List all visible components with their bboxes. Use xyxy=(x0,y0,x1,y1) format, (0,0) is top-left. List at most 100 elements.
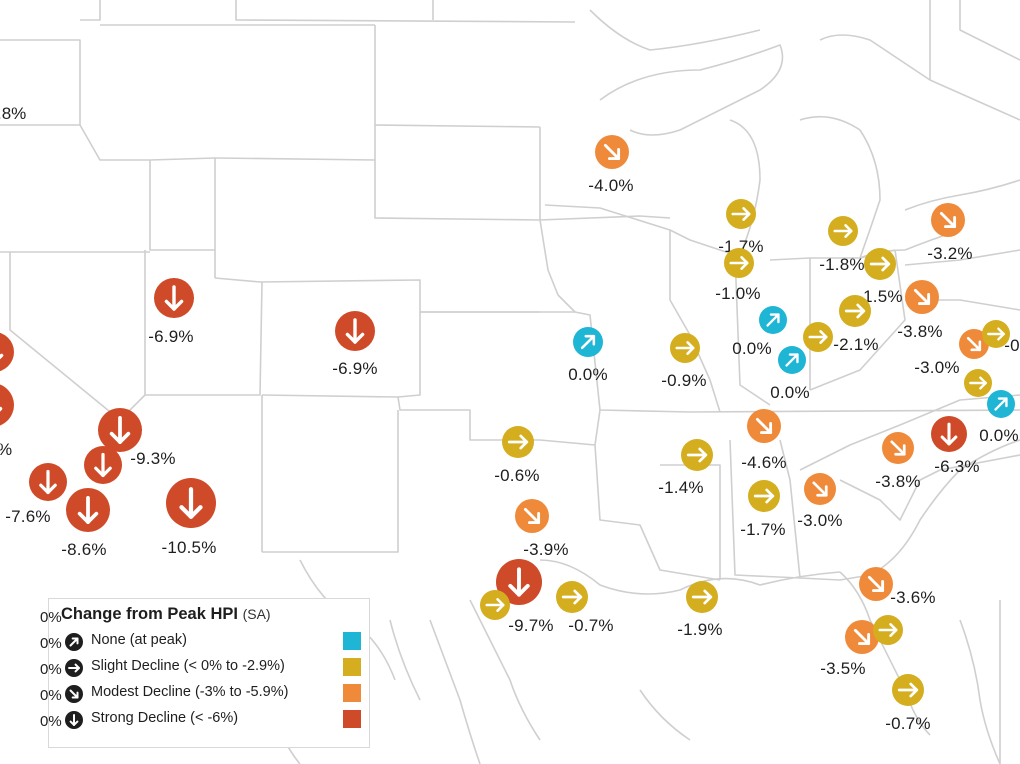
hpi-marker-in-north[interactable] xyxy=(724,248,754,278)
hpi-marker-fl-orl[interactable] xyxy=(873,615,903,645)
hpi-value-label: -3.0% xyxy=(914,358,960,377)
hpi-marker-tx-dfw[interactable] xyxy=(515,499,549,533)
hpi-marker-ar[interactable] xyxy=(681,439,713,471)
arrow-right-icon xyxy=(864,248,896,280)
hpi-value-label: -0.6% xyxy=(494,466,540,485)
hpi-marker-va[interactable] xyxy=(987,390,1015,418)
hpi-value-label: -1.8% xyxy=(819,255,865,274)
arrow-right-icon xyxy=(892,674,924,706)
hpi-marker-md[interactable] xyxy=(959,329,989,359)
hpi-marker-al[interactable] xyxy=(748,480,780,512)
hpi-value-label: 0.0% xyxy=(770,383,810,402)
arrow-right-icon xyxy=(839,295,871,327)
hpi-marker-fl-mia[interactable] xyxy=(892,674,924,706)
hpi-marker-tx-hou[interactable] xyxy=(556,581,588,613)
hpi-marker-ut[interactable] xyxy=(154,278,194,318)
arrow-right-icon xyxy=(65,659,83,682)
arrow-down-icon xyxy=(166,478,216,528)
arrow-right-icon xyxy=(726,199,756,229)
legend-swatch-slight xyxy=(343,658,361,676)
hpi-marker-mo-kc[interactable] xyxy=(573,327,603,357)
hpi-value-label: -1.9% xyxy=(677,620,723,639)
hpi-value-label: -2.1% xyxy=(833,335,879,354)
hpi-marker-la[interactable] xyxy=(686,581,718,613)
arrow-down-icon xyxy=(931,416,967,452)
hpi-marker-pa[interactable] xyxy=(905,280,939,314)
clipped-value-label: % xyxy=(0,440,12,460)
hpi-marker-fl-tpa[interactable] xyxy=(845,620,879,654)
hpi-marker-ky[interactable] xyxy=(778,346,806,374)
arrow-up-right-icon xyxy=(778,346,806,374)
hpi-marker-ok[interactable] xyxy=(502,426,534,458)
arrow-down-icon xyxy=(98,408,142,452)
legend-left-value: 0% xyxy=(40,635,62,652)
hpi-marker-in-indy[interactable] xyxy=(759,306,787,334)
hpi-value-label: -0.9% xyxy=(661,371,707,390)
hpi-value-label: -1.4% xyxy=(658,478,704,497)
arrow-down-right-icon xyxy=(595,135,629,169)
hpi-marker-az-phx[interactable] xyxy=(66,488,110,532)
arrow-right-icon xyxy=(873,615,903,645)
hpi-value-label: -3.8% xyxy=(875,472,921,491)
arrow-up-right-icon xyxy=(65,633,83,656)
hpi-value-label: -1.7% xyxy=(740,520,786,539)
legend-title: Change from Peak HPI (SA) xyxy=(61,605,271,624)
hpi-value-label: 0.0% xyxy=(979,426,1019,445)
arrow-right-icon xyxy=(803,322,833,352)
hpi-marker-oh-north[interactable] xyxy=(864,248,896,280)
hpi-value-label: -0.7% xyxy=(568,616,614,635)
hpi-marker-tx-sa[interactable] xyxy=(480,590,510,620)
arrow-down-icon xyxy=(335,311,375,351)
hpi-marker-tx-aus[interactable] xyxy=(496,559,542,605)
hpi-value-label: -4.0% xyxy=(588,176,634,195)
hpi-marker-wi[interactable] xyxy=(595,135,629,169)
arrow-right-icon xyxy=(964,369,992,397)
legend-left-value: 0% xyxy=(40,713,62,730)
hpi-marker-oh-cin[interactable] xyxy=(803,322,833,352)
hpi-value-label: -7.6% xyxy=(5,507,51,526)
hpi-value-label: -3.9% xyxy=(523,540,569,559)
hpi-marker-ga-atl[interactable] xyxy=(804,473,836,505)
arrow-up-right-icon xyxy=(573,327,603,357)
arrow-down-right-icon xyxy=(65,685,83,708)
hpi-value-label: -9.3% xyxy=(130,449,176,468)
hpi-marker-co[interactable] xyxy=(335,311,375,351)
hpi-marker-az-north[interactable] xyxy=(84,446,122,484)
hpi-value-label: -3.6% xyxy=(890,588,936,607)
hpi-marker-oh-central[interactable] xyxy=(839,295,871,327)
legend-item-label: Slight Decline (< 0% to -2.9%) xyxy=(91,658,285,674)
hpi-value-label: -3.5% xyxy=(820,659,866,678)
hpi-marker-ca-edge2[interactable] xyxy=(0,383,14,427)
hpi-value-label: -4.6% xyxy=(741,453,787,472)
arrow-right-icon xyxy=(502,426,534,458)
hpi-value-label: -3.0% xyxy=(797,511,843,530)
hpi-marker-mi-east[interactable] xyxy=(828,216,858,246)
legend-item-label: Strong Decline (< -6%) xyxy=(91,710,239,726)
legend-item-none: None (at peak) xyxy=(65,631,365,653)
legend-left-value: 0% xyxy=(40,661,62,678)
hpi-marker-nj[interactable] xyxy=(982,320,1010,348)
hpi-marker-mo-stl[interactable] xyxy=(670,333,700,363)
hpi-marker-va-north[interactable] xyxy=(964,369,992,397)
legend-item-label: Modest Decline (-3% to -5.9%) xyxy=(91,684,289,700)
hpi-marker-ca-edge1[interactable] xyxy=(0,332,14,372)
hpi-marker-tn-east[interactable] xyxy=(747,409,781,443)
hpi-marker-nc[interactable] xyxy=(931,416,967,452)
arrow-down-right-icon xyxy=(882,432,914,464)
hpi-marker-sc[interactable] xyxy=(882,432,914,464)
hpi-value-label: -8.6% xyxy=(61,540,107,559)
arrow-right-icon xyxy=(748,480,780,512)
arrow-down-right-icon xyxy=(905,280,939,314)
hpi-marker-ca-sb[interactable] xyxy=(29,463,67,501)
hpi-marker-nm[interactable] xyxy=(166,478,216,528)
hpi-marker-nv-lv[interactable] xyxy=(98,408,142,452)
legend-item-label: None (at peak) xyxy=(91,632,187,648)
hpi-marker-ny[interactable] xyxy=(931,203,965,237)
arrow-up-right-icon xyxy=(759,306,787,334)
hpi-marker-mi-west[interactable] xyxy=(726,199,756,229)
hpi-value-label: -6.9% xyxy=(148,327,194,346)
arrow-down-right-icon xyxy=(845,620,879,654)
arrow-down-right-icon xyxy=(747,409,781,443)
hpi-marker-fl-jax[interactable] xyxy=(859,567,893,601)
arrow-down-icon xyxy=(154,278,194,318)
